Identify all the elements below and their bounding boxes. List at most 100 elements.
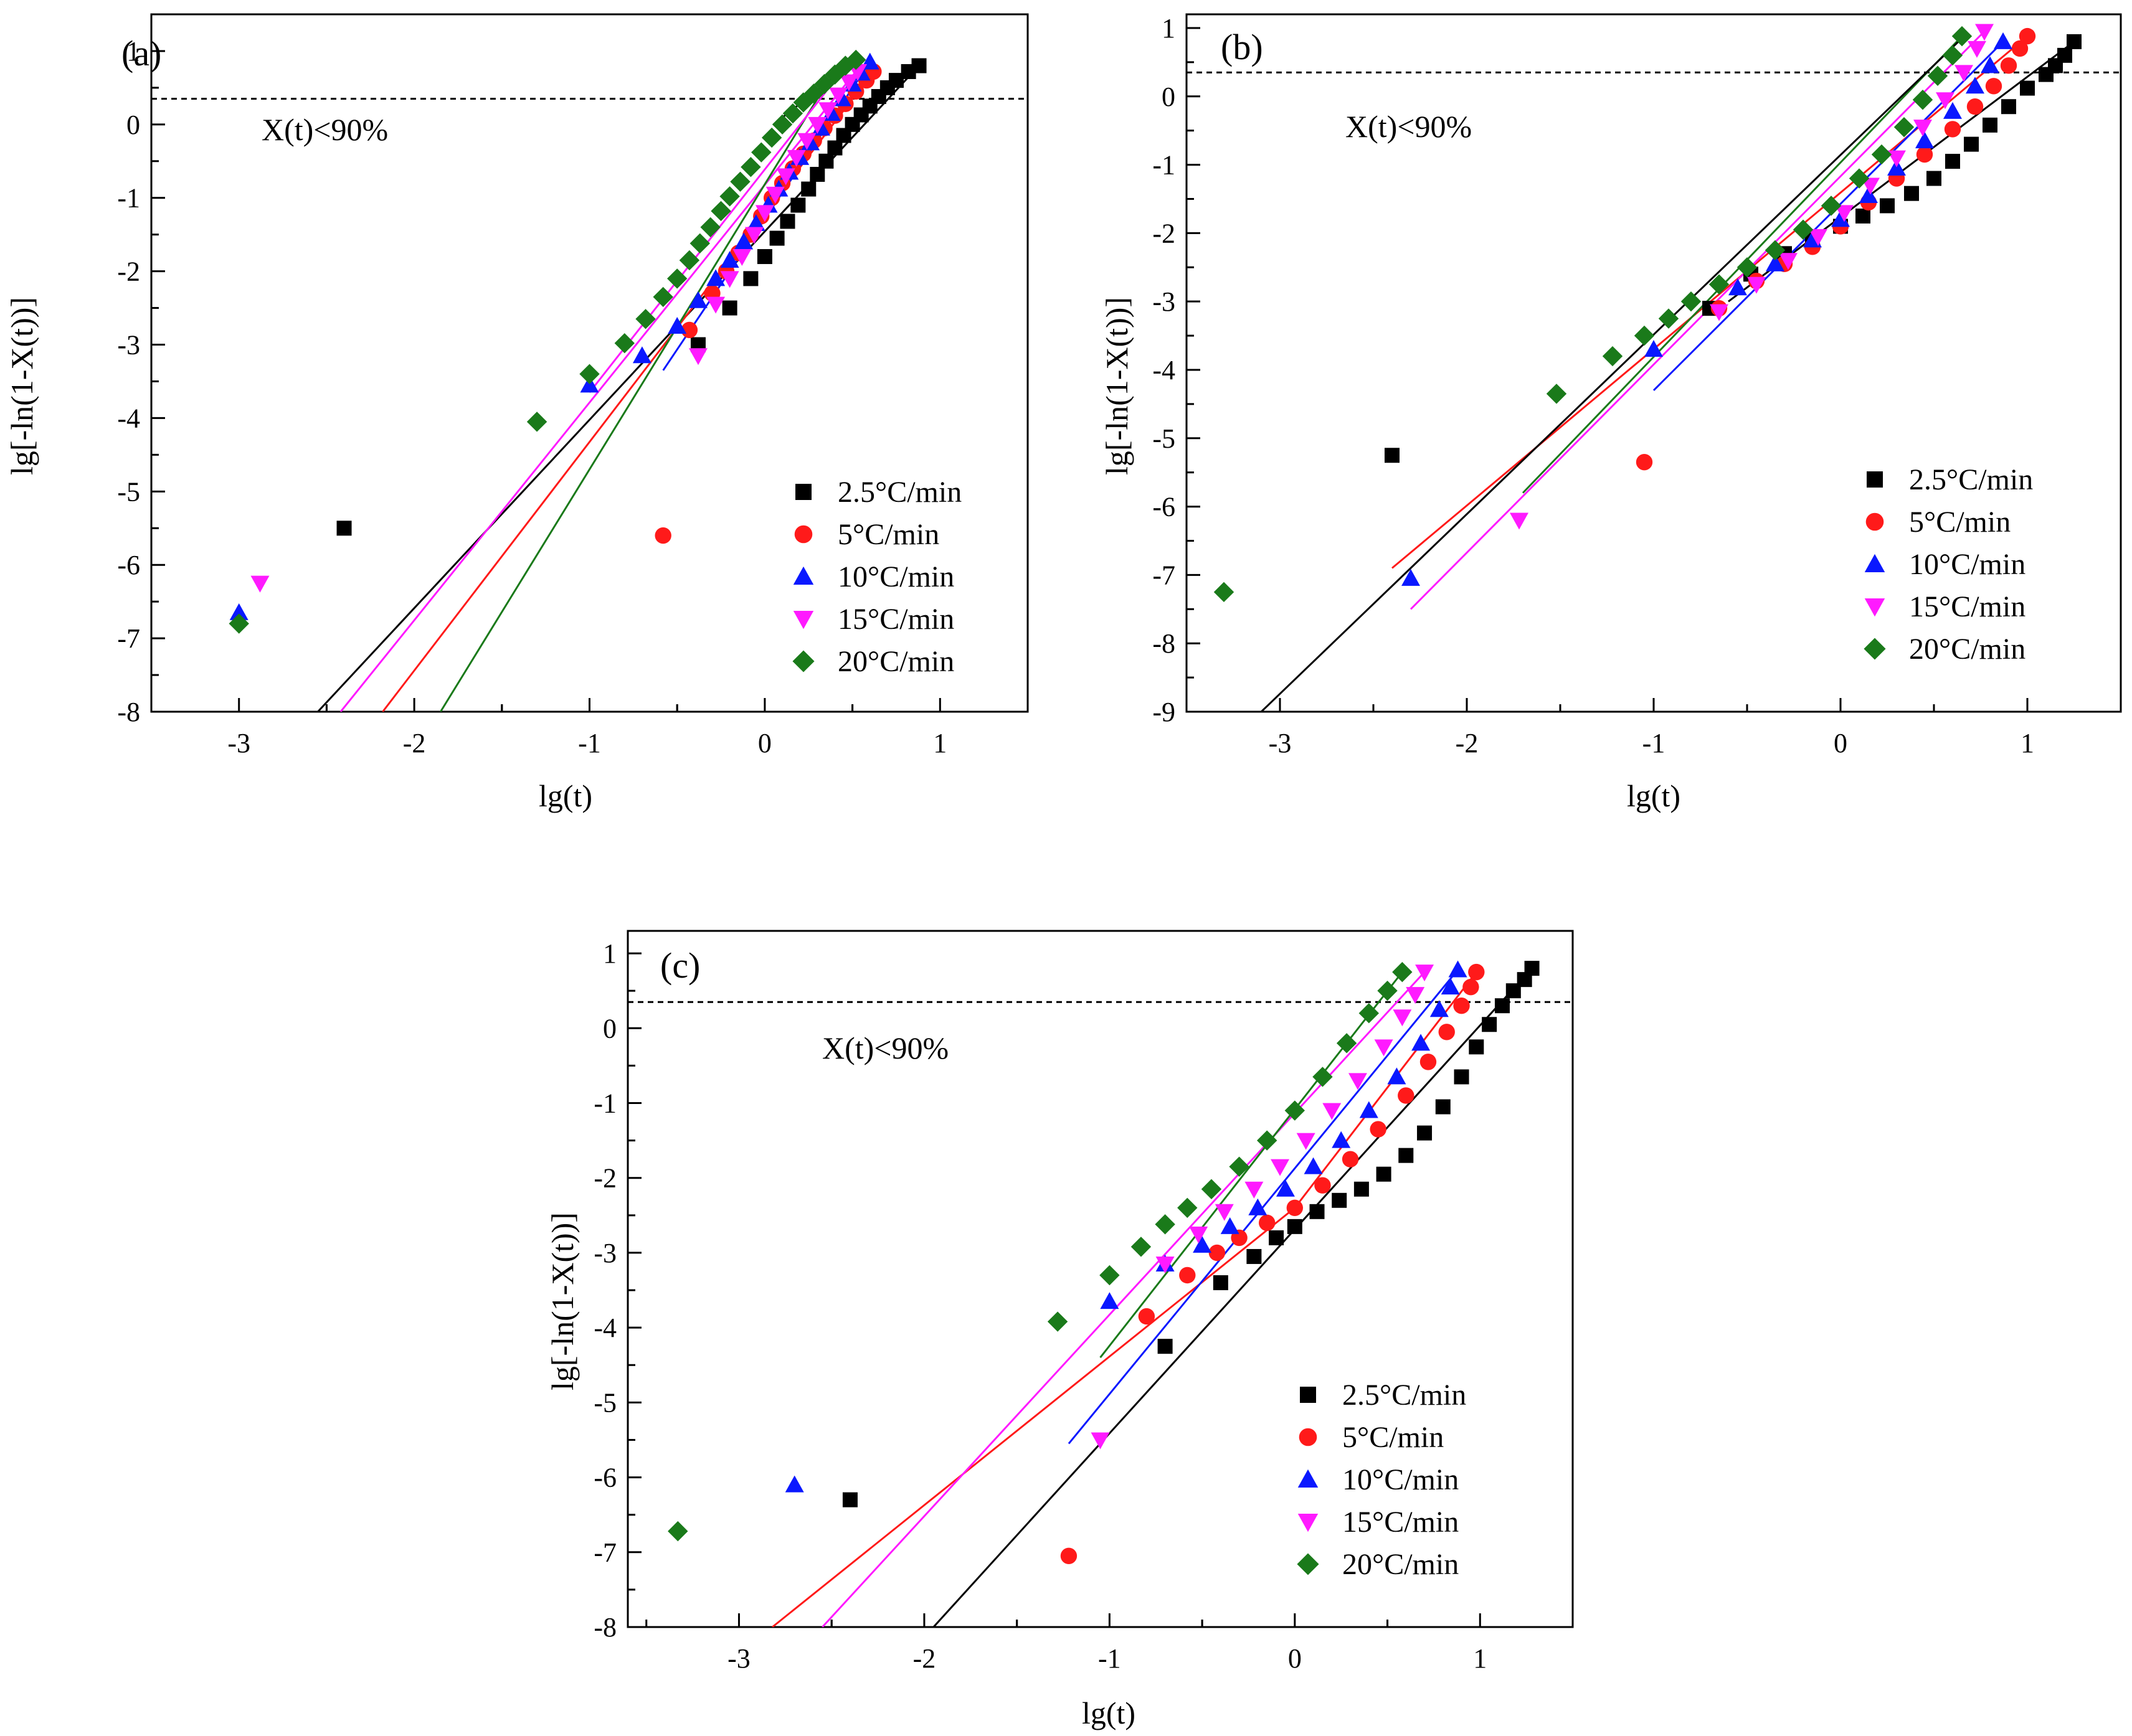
panel-a-ticks: -3 -2 -1 0 1 -8 -7 -6 -5 -4 -3 -2 -1 0 1 xyxy=(117,36,947,758)
panel-c-ticks: -3 -2 -1 0 1 -8 -7 -6 -5 -4 -3 -2 -1 0 1 xyxy=(594,938,1487,1674)
data-point xyxy=(706,296,726,314)
data-point xyxy=(1859,186,1878,203)
data-point xyxy=(1276,1179,1295,1197)
data-point xyxy=(769,230,785,246)
data-point xyxy=(780,214,795,229)
data-point xyxy=(1213,582,1234,603)
data-point xyxy=(1893,116,1915,138)
legend-marker xyxy=(792,650,815,672)
data-point xyxy=(1336,1033,1357,1054)
panel-c: -3 -2 -1 0 1-8-7-6-5-4-3-2-101 (c) X(t)<90% … xyxy=(545,930,1574,1730)
data-point xyxy=(1411,1034,1431,1051)
data-point xyxy=(1177,1197,1198,1218)
data-point xyxy=(782,103,803,124)
data-point xyxy=(1179,1267,1196,1284)
data-point xyxy=(1448,960,1467,978)
data-point xyxy=(1130,1237,1152,1257)
data-point xyxy=(808,116,827,134)
data-point xyxy=(1975,24,1994,41)
panel-b-legend: 2.5°C/min 5°C/min 10°C/min 15°C/min 20°C/min xyxy=(1864,463,2033,666)
data-point xyxy=(730,171,751,192)
data-point xyxy=(1296,1133,1315,1150)
fit-line xyxy=(772,1207,1296,1627)
data-point xyxy=(1766,254,1784,271)
panel-c-threshold-label: X(t)<90% xyxy=(822,1031,949,1065)
data-point xyxy=(1634,325,1655,346)
y-tick-label: 1 xyxy=(126,36,140,67)
data-point xyxy=(1954,65,1973,82)
data-point xyxy=(1779,253,1798,270)
data-point xyxy=(734,232,754,250)
data-point xyxy=(785,1475,804,1493)
data-point xyxy=(1189,1226,1208,1243)
data-point xyxy=(746,214,765,231)
data-point xyxy=(1244,1181,1264,1199)
legend-entry: 15°C/min xyxy=(1909,590,2025,623)
data-point xyxy=(793,92,814,113)
data-point xyxy=(1259,1214,1276,1232)
data-point xyxy=(229,603,249,620)
y-tick-label: -8 xyxy=(594,1612,617,1643)
y-tick-label: -1 xyxy=(594,1088,617,1118)
data-point xyxy=(801,181,817,197)
panel-b-label: (b) xyxy=(1221,27,1263,67)
data-point xyxy=(1915,131,1934,149)
data-point xyxy=(1916,146,1933,163)
panel-c-legend: 2.5°C/min 5°C/min 10°C/min 15°C/min 20°C/min xyxy=(1297,1379,1466,1581)
data-point xyxy=(787,149,806,167)
data-point xyxy=(1912,90,1933,110)
y-tick-label: -6 xyxy=(1152,492,1175,522)
data-point xyxy=(1309,1204,1325,1219)
data-point xyxy=(2020,80,2035,96)
data-point xyxy=(1644,340,1663,357)
legend-marker xyxy=(795,484,812,500)
legend-entry: 20°C/min xyxy=(838,645,954,678)
data-point xyxy=(1469,1039,1484,1055)
data-point xyxy=(2001,99,2016,115)
data-point xyxy=(1454,1069,1469,1085)
x-tick-label: 0 xyxy=(1834,728,1847,758)
data-point xyxy=(1968,40,1986,58)
legend-entry: 2.5°C/min xyxy=(838,476,962,509)
x-tick-label: -1 xyxy=(1098,1643,1121,1674)
data-point xyxy=(1966,98,1984,115)
data-point xyxy=(732,249,752,267)
data-point xyxy=(846,49,866,70)
data-point xyxy=(1091,1432,1110,1450)
data-point xyxy=(1157,1339,1173,1354)
data-point xyxy=(1406,987,1425,1004)
legend-marker xyxy=(794,525,813,544)
legend-entry: 15°C/min xyxy=(1342,1506,1459,1539)
data-point xyxy=(668,1521,688,1542)
y-tick-label: -7 xyxy=(1152,560,1175,590)
data-point xyxy=(229,613,249,634)
y-tick-label: 0 xyxy=(1162,82,1175,112)
panel-b: -3 -2 -1 0 1 -9 -8 -7 -6 -5 -4 -3 -2 -1 0 1 (b) X(t)<90… xyxy=(1099,13,2122,813)
y-tick-label: -2 xyxy=(117,257,140,287)
y-tick-label: -9 xyxy=(1152,697,1175,727)
data-point xyxy=(1524,961,1540,976)
data-point xyxy=(1376,1166,1391,1182)
y-tick-label: -1 xyxy=(117,183,140,214)
y-tick-label: -3 xyxy=(594,1238,617,1268)
y-tick-label: -7 xyxy=(117,623,140,654)
data-point xyxy=(1985,78,2002,95)
y-tick-label: -5 xyxy=(117,476,140,507)
panel-c-y-axis-label: lg[-ln(1-X(t))] xyxy=(545,1212,580,1390)
y-tick-label: -6 xyxy=(117,550,140,580)
panel-c-label: (c) xyxy=(660,945,700,986)
data-point xyxy=(1387,1067,1406,1085)
data-point xyxy=(722,300,737,316)
data-point xyxy=(679,250,700,271)
legend-marker xyxy=(1300,1387,1316,1403)
data-point xyxy=(1332,1131,1351,1148)
data-point xyxy=(1304,1157,1323,1174)
data-point xyxy=(1944,121,1961,138)
data-point xyxy=(1943,101,1962,119)
data-point xyxy=(1710,304,1728,321)
legend-entry: 2.5°C/min xyxy=(1909,463,2033,496)
x-tick-label: -3 xyxy=(227,728,250,758)
panel-a-y-axis-label: lg[-ln(1-X(t))] xyxy=(4,297,39,475)
data-point xyxy=(668,317,687,334)
data-point xyxy=(1708,274,1730,295)
